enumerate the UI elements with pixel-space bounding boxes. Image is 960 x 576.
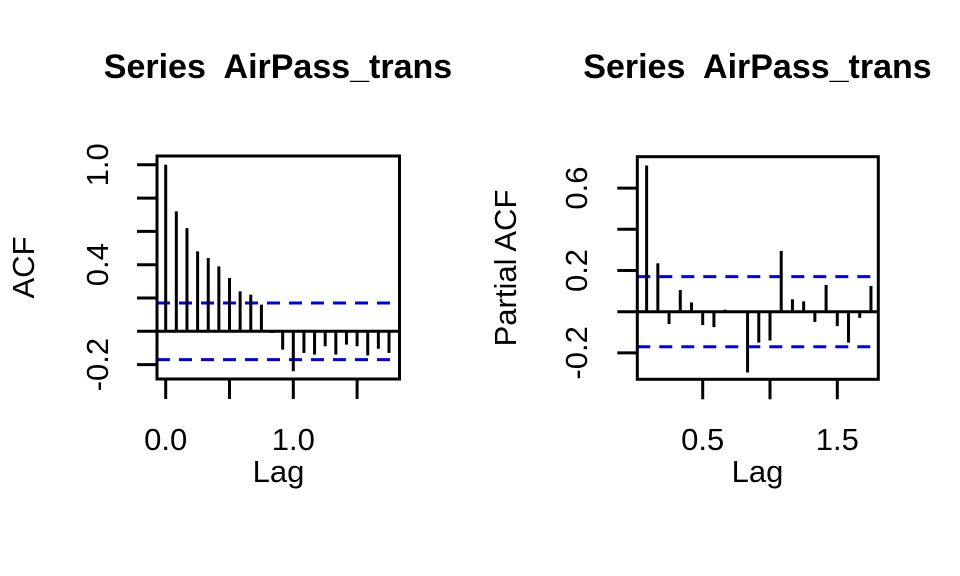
acf-x-tick-label: 1.0 — [272, 422, 315, 457]
acf-plot-title: Series AirPass_trans — [104, 48, 452, 86]
pacf-plot-box — [635, 155, 880, 381]
acf-plot-box — [155, 154, 401, 381]
pacf-plot-title: Series AirPass_trans — [583, 48, 931, 86]
pacf-y-axis-label: Partial ACF — [488, 190, 523, 347]
pacf-x-axis-label: Lag — [732, 454, 784, 489]
pacf-x-tick-label: 1.5 — [816, 422, 859, 457]
pacf-plot: Series AirPass_trans Partial ACF Lag 0.5… — [488, 48, 932, 489]
acf-y-axis-label: ACF — [6, 237, 41, 299]
acf-y-tick-label: -0.2 — [80, 338, 115, 391]
acf-y-tick-label: 0.4 — [80, 243, 115, 286]
acf-x-tick-label: 0.0 — [144, 422, 187, 457]
pacf-x-tick-label: 0.5 — [681, 422, 724, 457]
acf-plot: Series AirPass_trans ACF Lag 0.0 1.01.00.… — [6, 48, 452, 489]
pacf-y-tick-label: -0.2 — [559, 326, 594, 379]
acf-plot-area: 0.0 1.0 1.0 0.4 -0.2 — [80, 143, 400, 457]
pacf-y-tick-label: 0.2 — [559, 249, 594, 292]
acf-y-tick-label: 1.0 — [80, 143, 115, 186]
acf-x-axis-label: Lag — [253, 454, 305, 489]
pacf-y-tick-label: 0.6 — [559, 167, 594, 210]
pacf-plot-area: 0.5 1.5 0.6 0.2 -0.2 — [559, 165, 879, 457]
